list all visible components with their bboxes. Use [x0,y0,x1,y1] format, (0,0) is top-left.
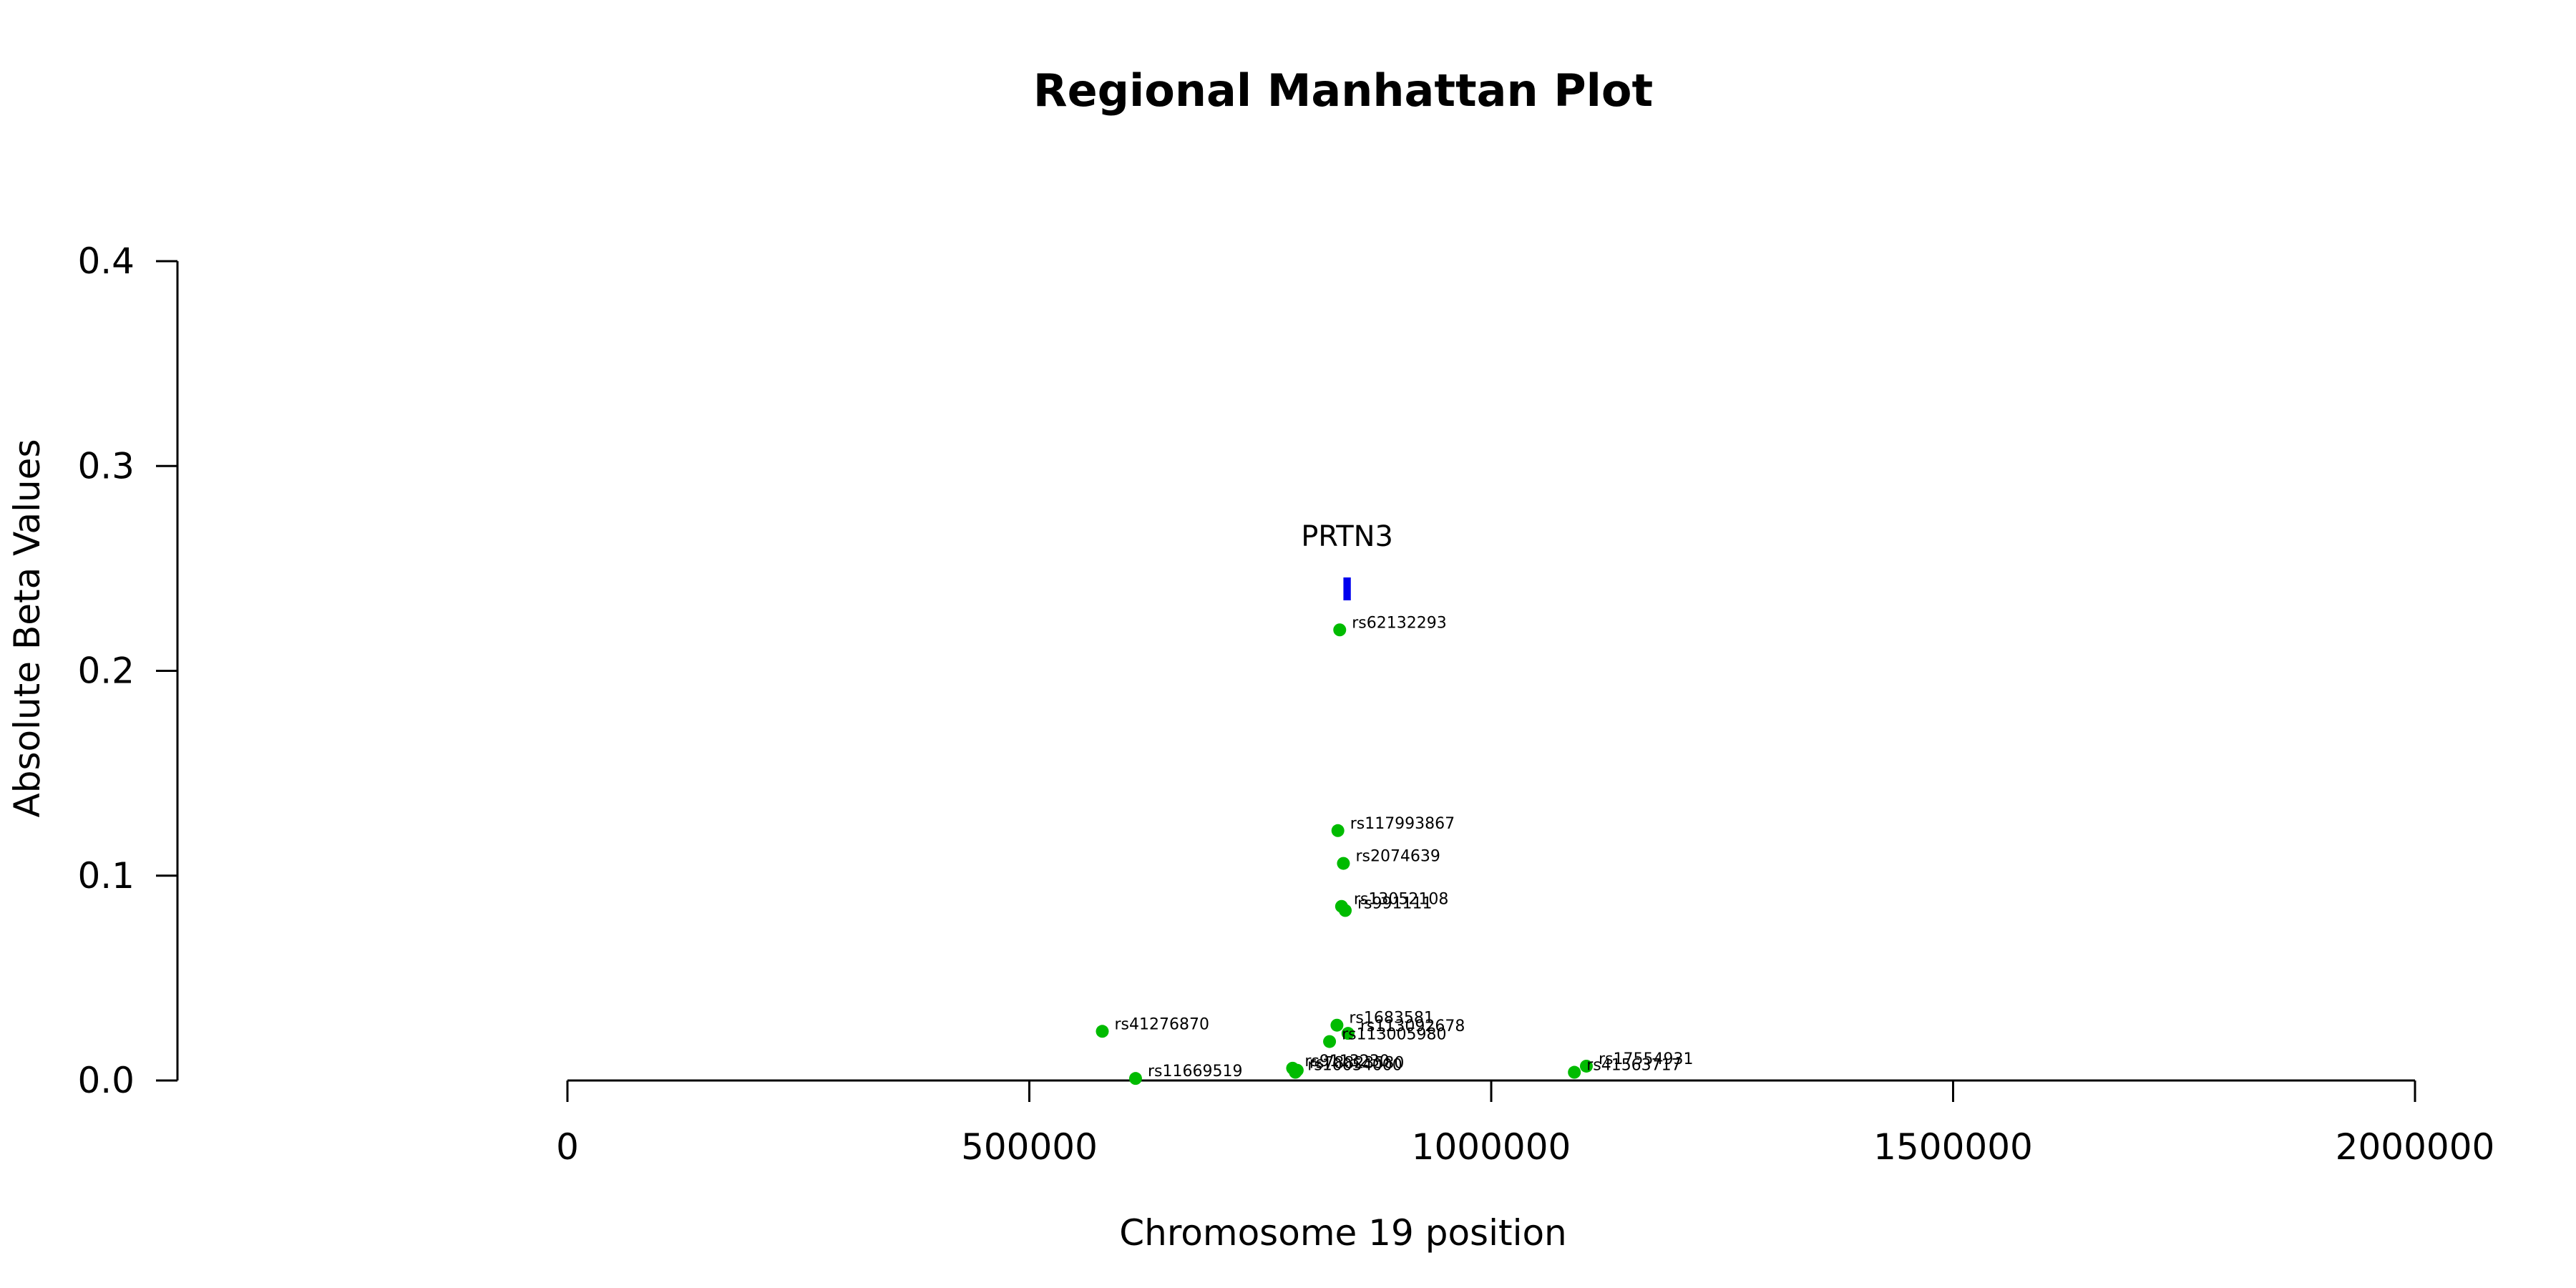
snp-label: rs1683581 [1349,1010,1434,1028]
x-tick-label: 2000000 [2336,1126,2495,1168]
snp-point [1337,857,1350,870]
y-tick-label: 0.1 [77,855,135,897]
snp-label: rs41563717 [1586,1057,1681,1075]
snp-label: rs78823580 [1309,1055,1404,1073]
snp-label: rs62132293 [1352,614,1446,632]
snp-point [1096,1025,1109,1038]
snp-label: rs9113230 [1304,1053,1390,1070]
snp-point [1333,623,1347,637]
y-tick-label: 0.0 [77,1060,135,1101]
x-tick-label: 0 [556,1126,579,1168]
points-layer: rs62132293 rs117993867 rs2074639 rs13052108… [1096,614,1693,1085]
snp-label: rs11669519 [1148,1063,1242,1080]
snp-label: rs41276870 [1114,1015,1209,1033]
snp-point [1289,1065,1302,1079]
x-tick-label: 1500000 [1873,1126,2033,1168]
snp-label: rs991111 [1357,894,1433,912]
snp-point [1579,1059,1593,1073]
snp-point [1339,904,1352,917]
y-tick-label: 0.4 [77,240,135,282]
snp-point [1331,824,1345,837]
snp-label: rs117993867 [1350,815,1455,833]
gene-label: PRTN3 [1301,520,1393,553]
x-axis-label: Chromosome 19 position [1119,1212,1567,1254]
snp-label: rs113005980 [1342,1026,1446,1044]
chart-title: Regional Manhattan Plot [1033,64,1653,117]
x-axis: 0 500000 1000000 1500000 2000000 [556,1079,2495,1168]
snp-point [1568,1065,1581,1079]
y-tick-label: 0.2 [77,650,135,692]
snp-label: rs10054000 [1307,1057,1402,1075]
snp-point [1323,1035,1337,1048]
gene-layer: PRTN3 [1301,520,1393,600]
x-tick-label: 500000 [961,1126,1098,1168]
x-tick-label: 1000000 [1412,1126,1571,1168]
snp-label: rs17554931 [1599,1050,1693,1068]
y-axis: 0.0 0.1 0.2 0.3 0.4 [77,240,179,1101]
snp-point [1341,1027,1355,1040]
snp-label: rs2074639 [1355,848,1440,866]
snp-point [1128,1072,1142,1085]
y-axis-label: Absolute Beta Values [6,439,48,818]
snp-label: rs13052108 [1354,891,1448,909]
y-tick-label: 0.3 [77,445,135,487]
snp-point [1330,1018,1344,1032]
snp-label: rs113092678 [1360,1018,1465,1035]
gene-bar-prtn3 [1343,577,1351,600]
